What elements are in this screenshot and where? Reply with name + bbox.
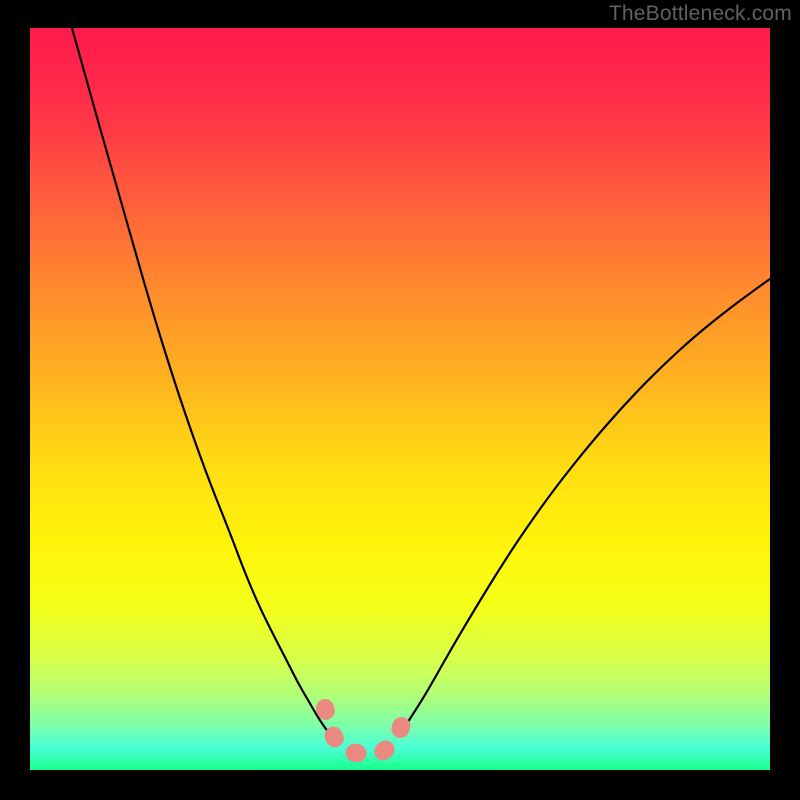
chart-frame: TheBottleneck.com [0, 0, 800, 800]
curve-overlay [30, 28, 770, 770]
valley-marker [325, 708, 408, 754]
plot-area [30, 28, 770, 770]
left-curve [72, 28, 329, 733]
right-curve [400, 279, 770, 733]
watermark-text: TheBottleneck.com [609, 2, 792, 26]
